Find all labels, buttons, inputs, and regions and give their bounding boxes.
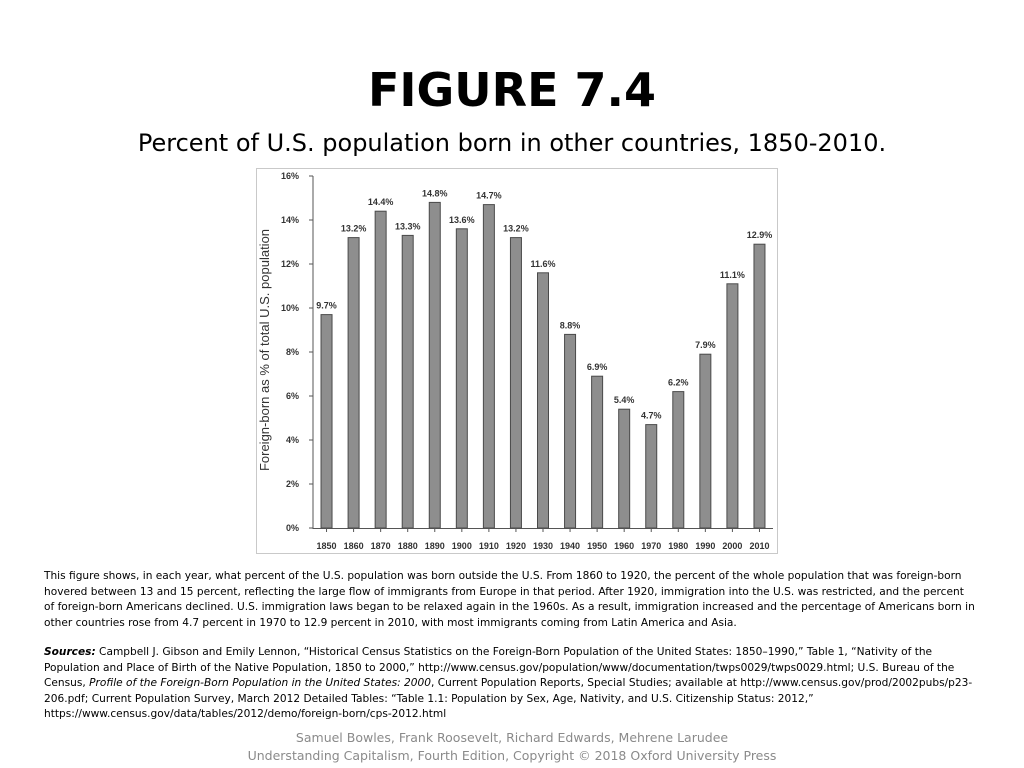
plot-area: 0% 2% 4% 6% 8% 10% 12% 14% 16% 9.7% 1850 13.2% 1860 1… [281,171,773,551]
x-tick-label: 1990 [695,541,715,551]
x-tick-label: 1850 [317,541,337,551]
bar [591,375,604,529]
data-label: 9.7% [316,301,337,311]
bar [509,237,522,529]
data-label: 13.2% [503,224,529,234]
y-tick-label: 14% [281,215,299,225]
x-tick-label: 1890 [425,541,445,551]
bar [537,272,549,529]
bar [672,391,685,529]
bar [455,228,468,529]
bar [482,204,495,529]
data-label: 7.9% [695,340,716,350]
figure-subtitle: Percent of U.S. population born in other… [137,129,887,157]
y-tick-label: 12% [281,259,299,269]
data-label: 13.6% [449,215,475,225]
data-label: 13.3% [395,221,421,231]
bar [726,283,739,529]
bar [645,424,658,529]
data-label: 5.4% [614,395,635,405]
x-tick-label: 2010 [749,541,769,551]
bar [428,201,441,529]
data-label: 14.8% [422,188,448,198]
bar [374,210,387,529]
x-tick-label: 1960 [614,541,634,551]
bar [401,234,414,529]
x-tick-label: 1970 [641,541,661,551]
data-label: 14.4% [368,197,394,207]
data-label: 4.7% [641,411,662,421]
x-tick-label: 1980 [668,541,688,551]
x-tick-label: 1930 [533,541,553,551]
x-tick-label: 1920 [506,541,526,551]
bar [320,314,333,529]
y-tick-label: 8% [286,347,299,357]
figure-title: FIGURE 7.4 [368,63,656,117]
data-label: 12.9% [747,230,773,240]
sources-text-2: , Current Population Reports, Special St… [44,677,973,720]
sources-text-1: Campbell J. Gibson and Emily Lennon, “Hi… [44,646,955,689]
footer-copyright: Understanding Capitalism, Fourth Edition… [247,748,777,763]
sources-italic-title: Profile of the Foreign-Born Population i… [89,677,432,689]
figure-caption: This figure shows, in each year, what pe… [44,570,975,629]
sources-lead: Sources: [44,646,96,658]
y-tick-label: 16% [281,171,299,181]
x-tick-label: 1870 [371,541,391,551]
data-label: 14.7% [476,191,502,201]
bar [564,333,577,529]
data-label: 11.6% [530,259,555,269]
data-label: 6.9% [587,362,608,372]
bar [347,237,360,529]
bar [618,408,631,529]
data-label: 11.1% [720,270,745,280]
x-tick-label: 1910 [479,541,499,551]
bar-chart: Foreign-born as % of total U.S. populati… [256,168,778,554]
footer-authors: Samuel Bowles, Frank Roosevelt, Richard … [295,730,729,745]
x-tick-label: 1950 [587,541,607,551]
x-tick-label: 1900 [452,541,472,551]
data-label: 8.8% [560,320,581,330]
y-tick-label: 10% [281,303,299,313]
y-axis-label: Foreign-born as % of total U.S. populati… [257,229,272,471]
bar [753,243,766,529]
y-tick-label: 2% [286,479,299,489]
x-tick-label: 1940 [560,541,580,551]
y-tick-label: 0% [286,523,299,533]
y-tick-label: 6% [286,391,299,401]
sources-note: Sources: Campbell J. Gibson and Emily Le… [44,645,976,723]
data-label: 6.2% [668,378,689,388]
bar [699,353,712,529]
x-tick-label: 2000 [722,541,742,551]
x-tick-label: 1860 [344,541,364,551]
x-tick-label: 1880 [398,541,418,551]
data-label: 13.2% [341,224,367,234]
y-tick-label: 4% [286,435,299,445]
